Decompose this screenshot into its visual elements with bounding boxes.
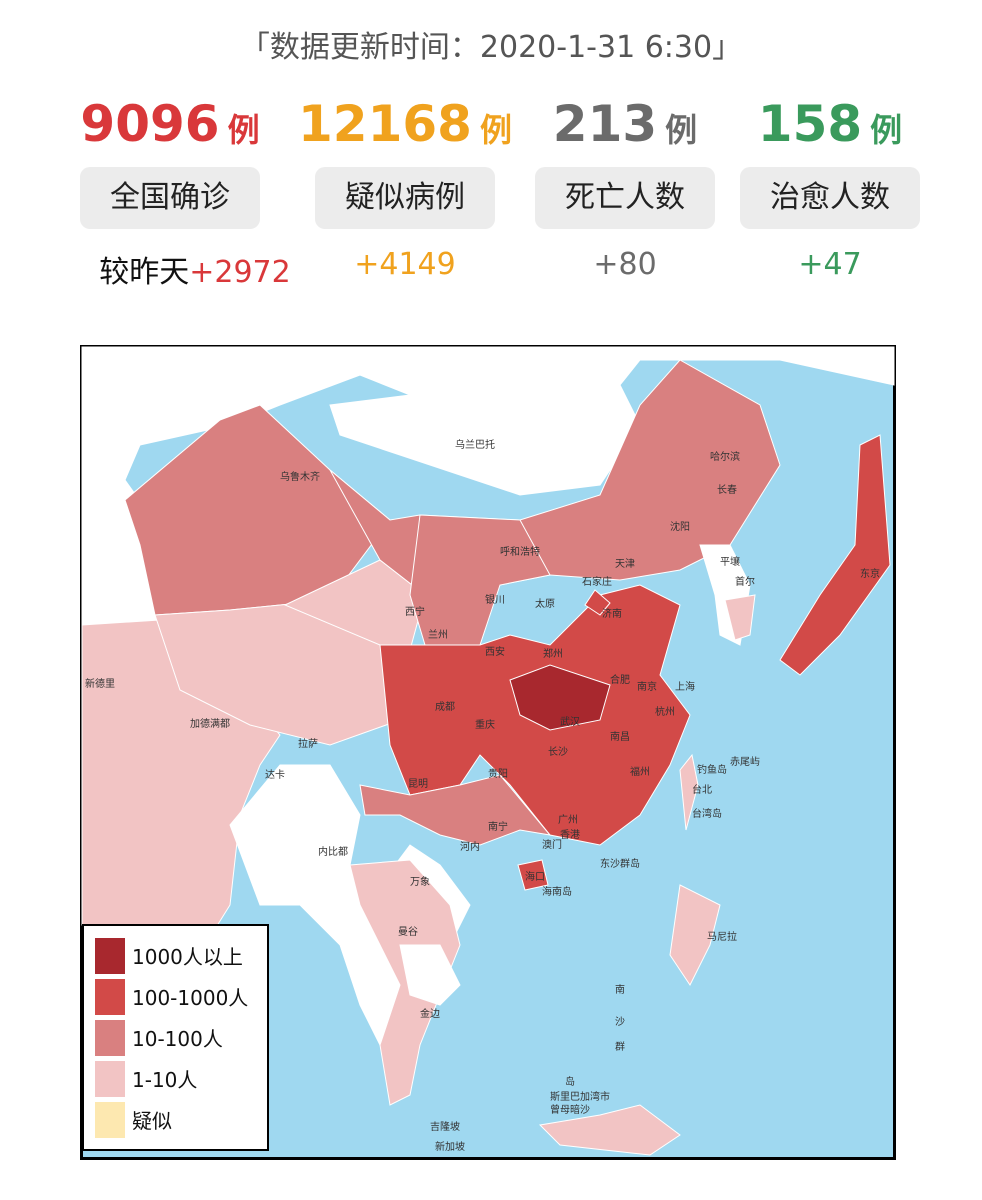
map-label: 兰州 [428,628,448,641]
map-label: 合肥 [610,673,630,686]
map-label: 岛 [565,1075,575,1088]
map-label: 钓鱼岛 [697,763,727,776]
map-label: 加德满都 [190,717,230,730]
legend-swatch [95,1020,125,1056]
stat-label[interactable]: 全国确诊 [80,167,260,229]
stat-change: +80 [593,247,657,282]
map-label: 东京 [860,567,880,580]
map-label: 沈阳 [670,520,690,533]
map-label: 新加坡 [435,1140,465,1153]
map-label: 济南 [602,607,622,620]
stat-unit: 例 [665,111,698,149]
map-label: 南 [615,983,625,996]
map-label: 平壤 [720,555,740,568]
map-label: 乌兰巴托 [455,438,495,451]
map-label: 澳门 [542,838,562,851]
land [81,346,895,1156]
legend-swatch [95,979,125,1015]
legend-label: 疑似 [132,1109,172,1133]
map-label: 南昌 [610,730,630,743]
stat-value: 9096 例 [55,95,285,153]
legend-label: 10-100人 [132,1027,223,1051]
stat-change-row: +4149 [275,247,535,282]
map-label: 万象 [410,876,430,888]
stat-unit: 例 [227,111,260,149]
map-label: 武汉 [560,715,580,728]
stat-change-row: +47 [700,247,960,282]
map-label: 昆明 [408,778,428,790]
map-label: 斯里巴加湾市 [550,1090,610,1103]
stat-number: 12168 [298,95,472,153]
stat-label[interactable]: 死亡人数 [535,167,715,229]
stat-change: +47 [798,247,862,282]
map-label: 河内 [460,840,480,853]
map-label: 群 [615,1040,625,1053]
map-label: 哈尔滨 [710,450,740,463]
stat-change-row: 较昨天+2972 [65,247,325,291]
map-label: 吉隆坡 [430,1120,460,1133]
map-label: 内比都 [318,845,348,858]
stat-label[interactable]: 疑似病例 [315,167,495,229]
map-label: 西安 [485,645,505,658]
map-label: 香港 [560,829,580,841]
legend-swatch [95,1102,125,1138]
map-label: 沙 [615,1016,625,1028]
map-label: 上海 [675,680,695,693]
legend-label: 1000人以上 [132,945,243,969]
stat-change: +2972 [189,255,291,290]
map-label: 银川 [485,593,505,606]
update-time: 「数据更新时间：2020-1-31 6:30」 [239,30,743,65]
map-label: 海南岛 [542,885,572,898]
map-label: 成都 [435,701,455,713]
change-prefix: 较昨天 [99,255,190,290]
map-label: 南京 [637,680,657,693]
stat-change-row: +80 [495,247,755,282]
map-label: 达卡 [265,768,285,781]
map-label: 西宁 [405,605,425,618]
map-label: 金边 [420,1007,440,1020]
map-label: 曼谷 [398,926,418,938]
stat-change: +4149 [354,247,456,282]
map-label: 广州 [558,814,578,826]
map-label: 福州 [630,765,650,778]
stat-number: 158 [757,95,863,153]
map-label: 东沙群岛 [600,857,640,870]
map-label: 海口 [525,870,545,883]
legend-label: 1-10人 [132,1068,197,1092]
map-label: 首尔 [735,575,755,588]
map-label: 台北 [692,783,712,796]
map-label: 南宁 [488,820,508,833]
map-label: 长沙 [548,746,568,758]
stat-value: 158 例 [715,95,945,153]
stat-number: 213 [552,95,658,153]
stat-label[interactable]: 治愈人数 [740,167,920,229]
map-label: 乌鲁木齐 [280,470,320,483]
map-label: 重庆 [475,718,495,731]
map-label: 郑州 [543,647,563,660]
map-label: 曾母暗沙 [550,1103,590,1116]
map-label: 石家庄 [582,575,612,588]
stat-unit: 例 [479,111,512,149]
map-label: 杭州 [655,705,675,718]
stat-value: 12168 例 [290,95,520,153]
stat-unit: 例 [870,111,903,149]
map-label: 天津 [615,558,635,570]
legend-swatch [95,938,125,974]
map-label: 新德里 [85,677,115,690]
legend-label: 100-1000人 [132,986,248,1010]
map-label: 呼和浩特 [500,546,540,558]
map-label: 贵阳 [488,767,508,780]
map-label: 台湾岛 [692,807,722,820]
map-label: 太原 [535,597,555,610]
map-label: 长春 [717,484,737,496]
stat-value: 213 例 [510,95,740,153]
legend-swatch [95,1061,125,1097]
map-label: 拉萨 [298,737,318,750]
map-label: 马尼拉 [707,930,737,943]
stat-number: 9096 [80,95,220,153]
map-label: 赤尾屿 [730,756,760,768]
